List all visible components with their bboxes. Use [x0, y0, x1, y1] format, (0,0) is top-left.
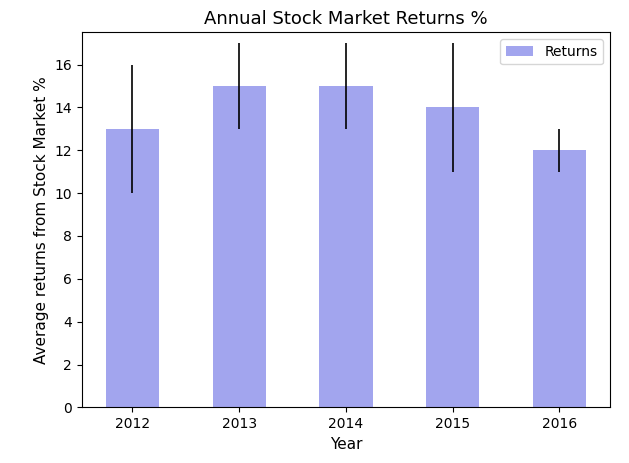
Title: Annual Stock Market Returns %: Annual Stock Market Returns % — [204, 10, 487, 28]
Bar — [320, 86, 372, 407]
Bar — [533, 150, 586, 407]
Legend: Returns: Returns — [500, 39, 603, 64]
X-axis label: Year: Year — [330, 437, 362, 452]
Bar — [106, 129, 159, 407]
Y-axis label: Average returns from Stock Market %: Average returns from Stock Market % — [34, 76, 48, 364]
Bar — [213, 86, 266, 407]
Bar — [426, 107, 479, 407]
